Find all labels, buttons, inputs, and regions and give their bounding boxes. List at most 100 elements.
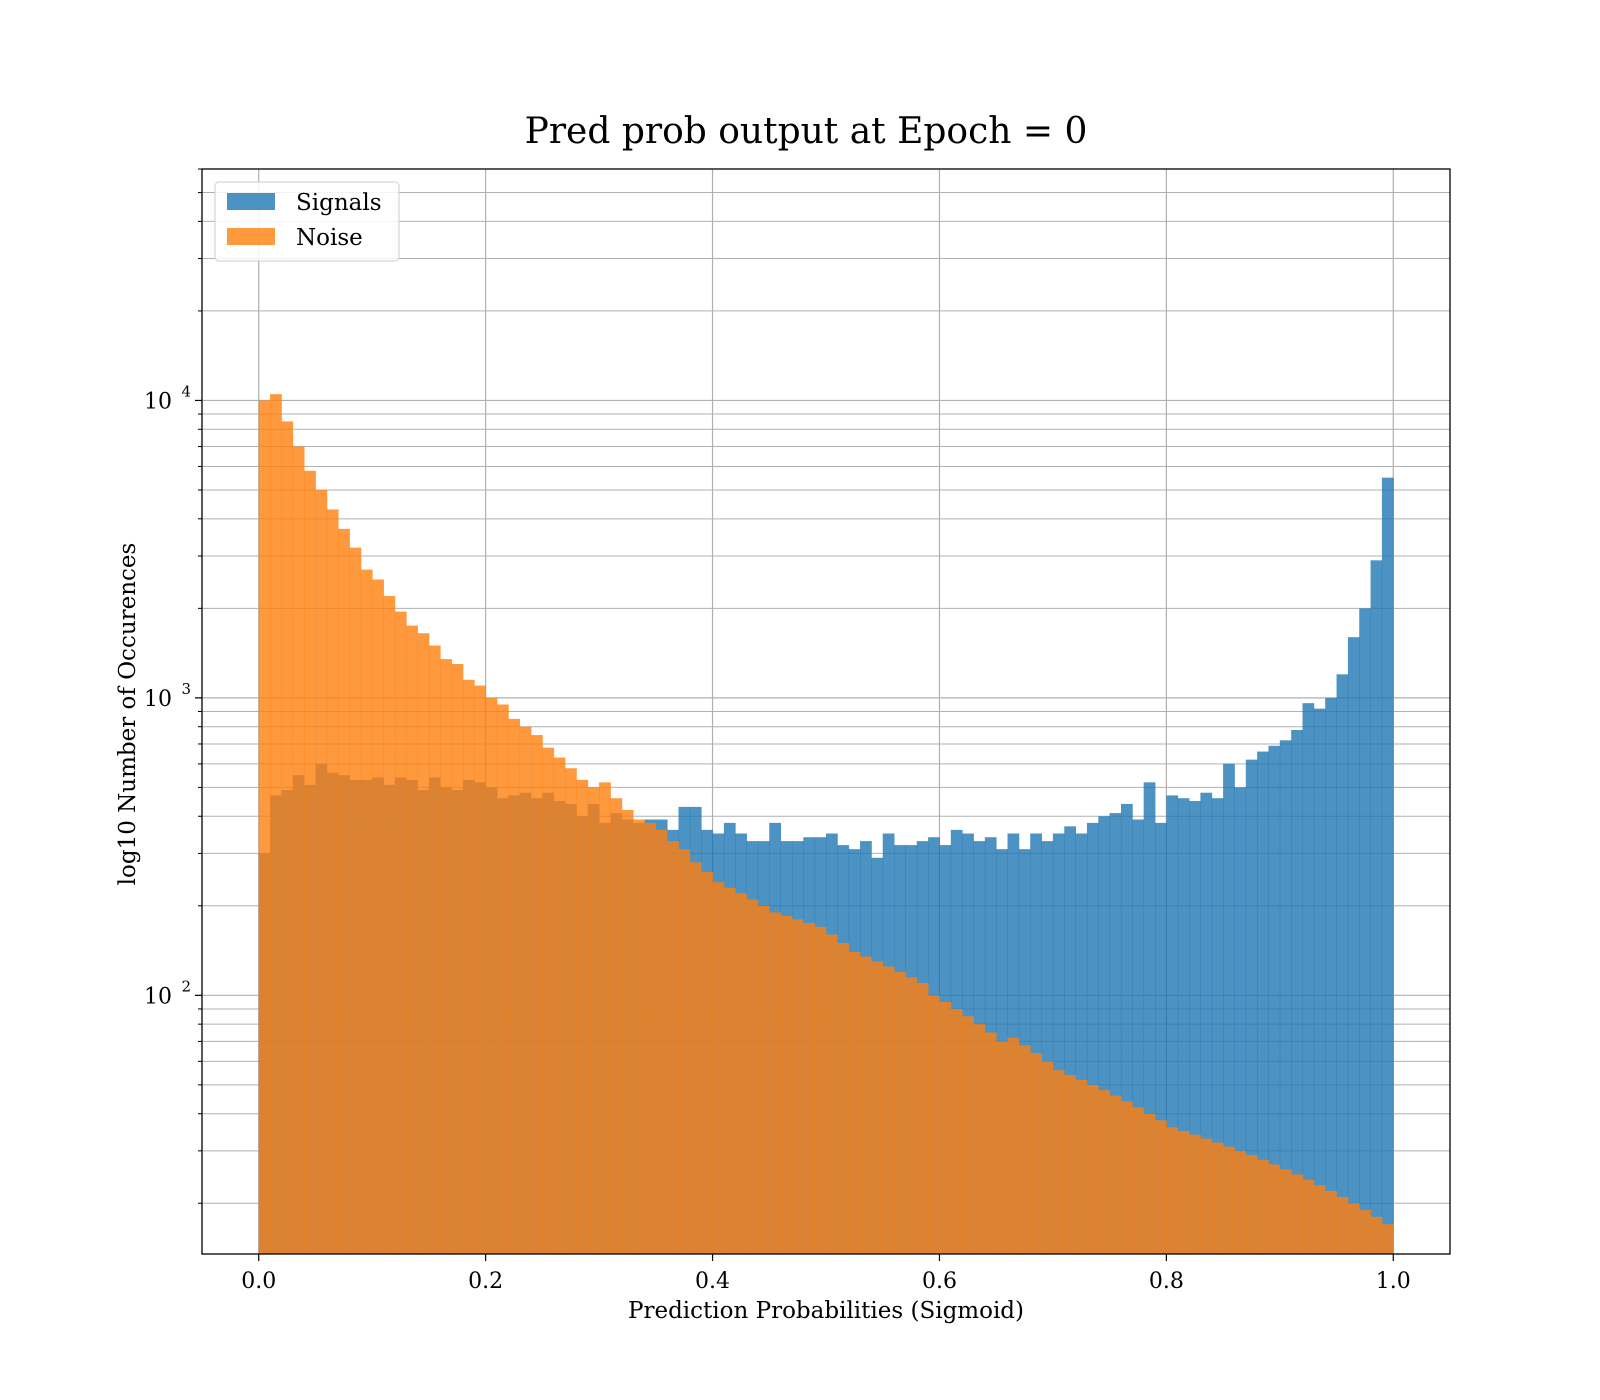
histogram-bars [258,394,1394,1255]
y-tick-exponent: 2 [181,977,191,995]
histogram-bar [837,942,850,1254]
histogram-bar [1064,826,1076,1254]
histogram-bar [360,569,373,1254]
histogram-bar [712,882,725,1254]
histogram-bar [315,489,328,1255]
histogram-bar [1313,708,1326,1254]
histogram-bar [508,718,521,1254]
histogram-bar [462,679,475,1254]
histogram-bar [587,787,600,1254]
y-tick-label: 10 [144,389,172,414]
y-tick-label: 10 [144,687,172,712]
histogram-bar [633,819,645,1254]
histogram-bar [1336,674,1349,1254]
histogram-bar [1211,1142,1224,1254]
histogram-bar [928,995,940,1254]
legend-swatch-noise [227,228,275,245]
histogram-bar [1291,729,1303,1254]
histogram-bar [485,697,498,1254]
histogram-bar [723,887,736,1254]
histogram-bar [1336,1196,1349,1254]
histogram-bar [1052,1070,1065,1254]
histogram-bar [1381,1224,1394,1254]
histogram-bar [1347,1203,1360,1254]
y-axis-label: log10 Number of Occurences [115,543,141,886]
x-tick-label: 0.6 [922,1269,957,1294]
histogram-bar [394,611,407,1254]
histogram-bar [791,919,804,1254]
x-tick-label: 0.0 [241,1269,276,1294]
histogram-bar [655,829,668,1254]
histogram-bar [1291,1174,1303,1254]
histogram-bar [496,704,509,1254]
chart-title: Pred prob output at Epoch = 0 [525,111,1088,152]
histogram-bar [326,509,339,1255]
histogram-bar [894,971,906,1254]
x-axis-label: Prediction Probabilities (Sigmoid) [628,1298,1024,1324]
histogram-bar [1166,1127,1179,1254]
histogram-bar [1245,1155,1258,1254]
histogram-bar [644,822,657,1254]
histogram-bar [1155,822,1167,1254]
histogram-bar [735,893,747,1254]
x-tick-label: 0.8 [1149,1269,1184,1294]
histogram-bar [860,956,872,1254]
histogram-bar [950,1008,963,1254]
histogram-bar [1370,560,1383,1254]
legend-label-noise: Noise [296,225,363,251]
histogram-bar [1257,1159,1269,1254]
histogram-bar [428,645,441,1254]
histogram-bar [621,809,634,1254]
histogram-bar [1098,1090,1111,1254]
histogram-bar [1143,1113,1156,1254]
histogram-bar [1268,1164,1281,1254]
histogram-bar [1359,1209,1371,1254]
histogram-bar [1234,787,1247,1254]
x-tick-label: 1.0 [1376,1269,1411,1294]
histogram-bar [746,899,759,1254]
histogram-bar [1041,841,1054,1254]
histogram-bar [1279,1169,1292,1254]
histogram-bar [803,923,816,1254]
y-tick-exponent: 4 [181,382,191,400]
histogram-bar [1143,782,1156,1254]
histogram-bar [1223,1146,1235,1254]
histogram-bar [338,528,350,1254]
histogram-bar [1075,833,1088,1254]
histogram-bar [292,446,305,1254]
histogram-bar [984,1032,997,1254]
histogram-bar [281,421,294,1255]
histogram-bar [1325,697,1337,1254]
histogram-bar [1120,803,1133,1254]
histogram-bar [814,926,827,1254]
histogram-bar [1189,801,1201,1254]
histogram-bar [451,663,464,1254]
histogram-bar [1086,1084,1099,1254]
x-tick-label: 0.4 [695,1269,730,1294]
y-tick-label: 10 [144,984,172,1009]
histogram-bar [689,862,702,1254]
y-axis-ticks: 10 2 10 3 10 4 [144,168,202,1204]
histogram-bar [406,625,418,1254]
histogram-bar [1177,1130,1190,1254]
histogram-bar [349,547,362,1254]
histogram-bar [1211,798,1224,1254]
histogram-bar [1052,833,1065,1254]
histogram-bar [1007,1037,1020,1254]
histogram-bar [678,849,691,1254]
histogram-bar [1257,751,1269,1254]
histogram-bar [1132,1107,1145,1254]
histogram-bar [1279,740,1292,1254]
histogram-bar [1245,759,1258,1254]
legend: Signals Noise [214,181,400,262]
histogram-bar [610,798,623,1254]
histogram-bar [258,400,271,1254]
histogram-bar [1200,1138,1213,1254]
histogram-bar [939,1001,952,1254]
histogram-bar [1347,637,1360,1254]
series-noise [258,394,1394,1255]
histogram-bar [1030,833,1042,1254]
histogram-bar [905,977,918,1254]
histogram-bar [1313,1185,1326,1254]
histogram-bar [1086,822,1099,1254]
